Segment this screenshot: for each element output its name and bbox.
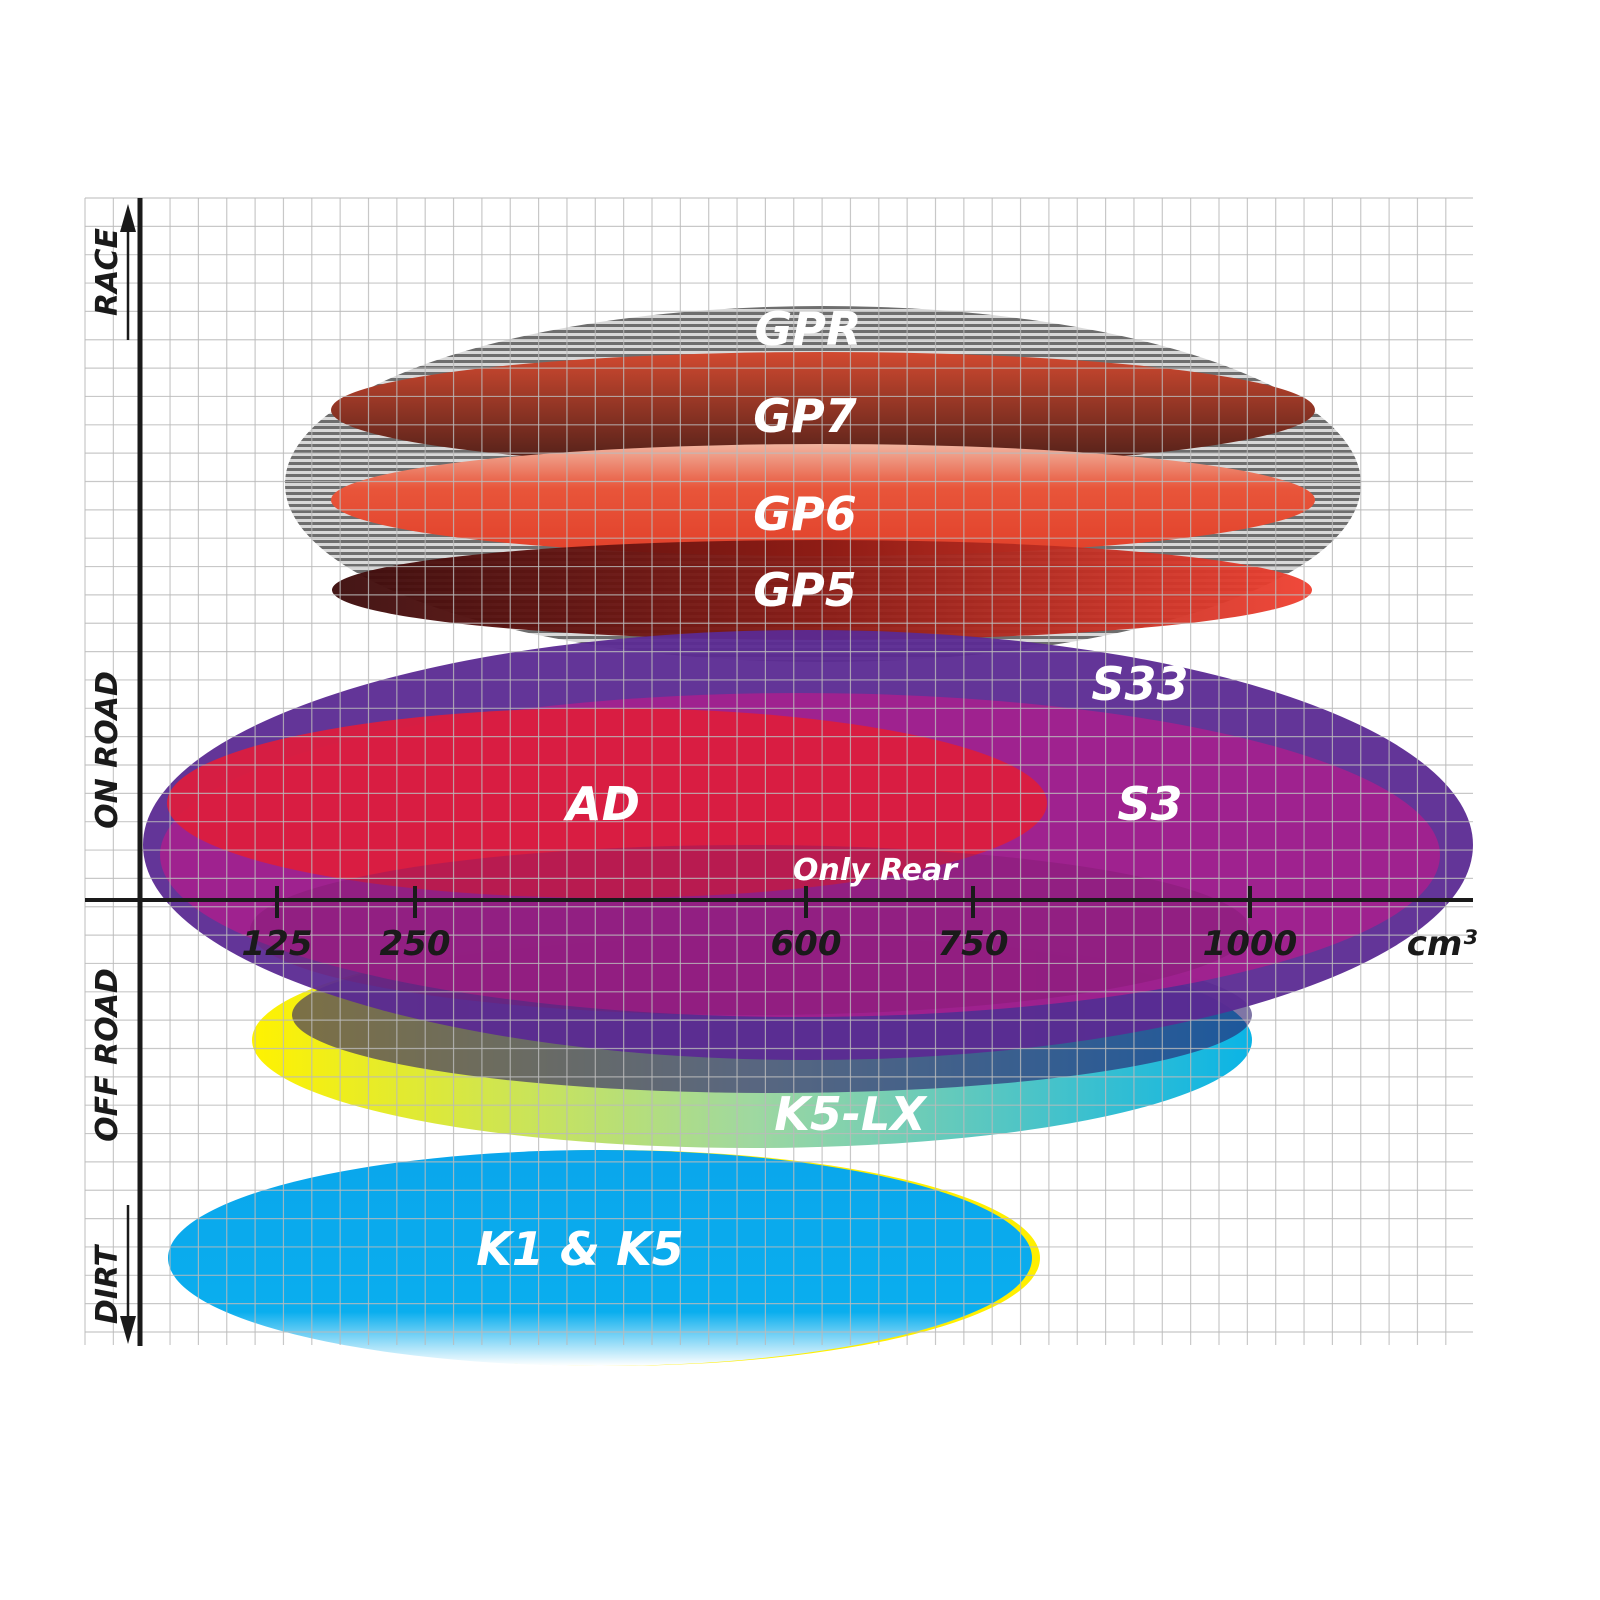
zone-label: GP6 — [753, 487, 856, 541]
x-tick-label: 600 — [771, 924, 842, 964]
zone-gp7 — [331, 352, 1315, 468]
arrow-up-icon — [120, 204, 136, 232]
zone-only-rear — [250, 845, 1250, 1015]
arrow-down-icon — [120, 1316, 136, 1344]
zone-label: GP7 — [753, 389, 856, 443]
zone-label: AD — [563, 777, 640, 831]
x-tick-label: 125 — [242, 924, 313, 964]
zone-label: K5-LX — [774, 1087, 928, 1141]
zone-label: S3 — [1117, 777, 1182, 831]
x-tick-label: 750 — [938, 924, 1009, 964]
zone-k1-k5 — [168, 1150, 1032, 1366]
y-category-on-road: ON ROAD — [90, 671, 125, 829]
x-tick-label: 1000 — [1203, 924, 1298, 964]
x-tick-label: 250 — [380, 924, 451, 964]
y-category-off-road: OFF ROAD — [90, 968, 125, 1142]
x-axis-unit: cm³ — [1407, 924, 1478, 964]
y-category-race: RACE — [90, 228, 125, 316]
zone-label: GP5 — [753, 563, 856, 617]
zone-gp6 — [331, 444, 1315, 556]
zone-label: GPR — [755, 302, 862, 356]
zone-label: S33 — [1091, 657, 1188, 711]
annotation-only-rear: Only Rear — [793, 853, 959, 888]
zone-label: K1 & K5 — [476, 1222, 683, 1276]
y-category-dirt: DIRT — [90, 1243, 125, 1324]
